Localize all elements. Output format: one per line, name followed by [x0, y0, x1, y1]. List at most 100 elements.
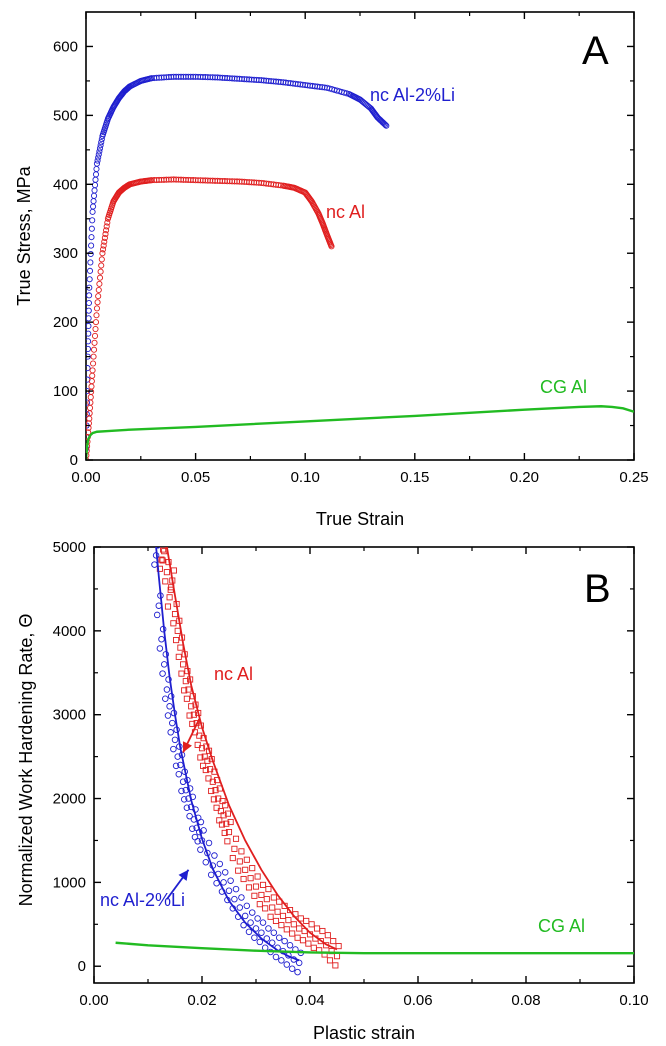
data-point [90, 360, 97, 367]
data-point [254, 873, 261, 880]
data-point [295, 959, 303, 967]
data-point [289, 930, 296, 937]
data-point [224, 838, 231, 845]
data-point [174, 753, 181, 760]
data-point [182, 678, 189, 685]
series-markers-nc-al [86, 176, 335, 460]
data-point [324, 932, 331, 939]
data-point [171, 736, 179, 744]
data-point [299, 937, 307, 944]
data-point [96, 148, 103, 155]
data-point [103, 223, 110, 230]
data-point [218, 821, 226, 828]
data-point [170, 620, 177, 627]
data-point [90, 198, 97, 205]
data-point [197, 818, 205, 826]
data-point [326, 957, 334, 964]
data-point [177, 644, 184, 651]
data-point [94, 299, 101, 306]
data-point [238, 894, 245, 901]
data-point [86, 404, 94, 411]
data-point [98, 139, 105, 146]
data-point [243, 856, 250, 863]
data-point [258, 891, 265, 899]
series-markers-nc-al-2-li [86, 73, 390, 460]
data-point [89, 208, 96, 215]
data-point [159, 670, 166, 677]
data-point [93, 165, 100, 173]
fit-line-cg-al [115, 941, 634, 955]
data-point [259, 919, 267, 926]
data-point [183, 804, 191, 812]
data-point [332, 962, 339, 969]
data-point [232, 835, 240, 842]
data-point [335, 943, 342, 950]
data-point [186, 812, 193, 820]
data-point [178, 787, 185, 795]
y-tick-label: 600 [53, 38, 78, 55]
data-point [86, 338, 92, 345]
data-point [263, 896, 270, 903]
data-point [164, 712, 172, 719]
data-point [200, 827, 207, 834]
data-point [205, 839, 213, 847]
fit-line-nc-al [166, 547, 338, 951]
data-point [162, 695, 169, 703]
data-point [192, 806, 199, 813]
series-label-b-nc-al-2li: nc Al-2%Li [100, 890, 185, 910]
data-point [247, 875, 254, 882]
data-point [333, 953, 341, 960]
data-point [252, 883, 260, 890]
data-point [212, 787, 219, 794]
data-point [93, 312, 100, 319]
data-point [222, 802, 229, 809]
data-point [189, 720, 196, 727]
x-tick-label: 0.05 [181, 469, 210, 486]
data-point [154, 547, 161, 549]
data-point [194, 838, 201, 845]
data-point [87, 250, 94, 258]
data-point [95, 293, 102, 300]
data-point [259, 881, 267, 888]
data-point [317, 938, 324, 945]
data-point [221, 829, 228, 836]
y-tick-label: 5000 [53, 539, 86, 556]
data-point [197, 754, 204, 761]
data-point [263, 935, 271, 942]
data-point [159, 557, 166, 564]
data-point [93, 305, 101, 312]
data-point [174, 627, 181, 634]
data-point [90, 353, 97, 360]
x-ticks-a: 0.00 0.05 0.10 0.15 0.20 0.25 [71, 12, 649, 486]
data-point [92, 319, 100, 326]
data-point [97, 268, 104, 275]
data-point [227, 818, 234, 826]
data-point [88, 225, 95, 232]
data-point [87, 259, 94, 266]
data-point [86, 315, 92, 322]
series-group-a [86, 73, 634, 460]
x-tick-label: 0.04 [295, 992, 324, 1009]
series-label-a-cg-al: CG Al [540, 377, 587, 397]
data-point [166, 594, 173, 601]
data-point [96, 145, 104, 152]
data-point [308, 921, 315, 928]
data-point [281, 937, 288, 945]
x-tick-label: 0.10 [291, 469, 320, 486]
data-point [249, 865, 256, 872]
data-point [160, 547, 167, 553]
data-point [86, 267, 94, 274]
y-tick-label: 2000 [53, 791, 86, 808]
fit-line-nc-al-2-li [155, 547, 300, 962]
data-point [88, 242, 95, 249]
annotation-arrow-head [178, 869, 189, 881]
data-point [89, 217, 96, 224]
data-point [236, 858, 243, 865]
data-point [248, 909, 256, 916]
x-ticks-b: 0.00 0.02 0.04 0.06 0.08 0.10 [79, 547, 649, 1009]
data-point [87, 394, 94, 401]
data-point [265, 886, 272, 893]
data-point [173, 637, 180, 644]
data-point [242, 866, 249, 873]
